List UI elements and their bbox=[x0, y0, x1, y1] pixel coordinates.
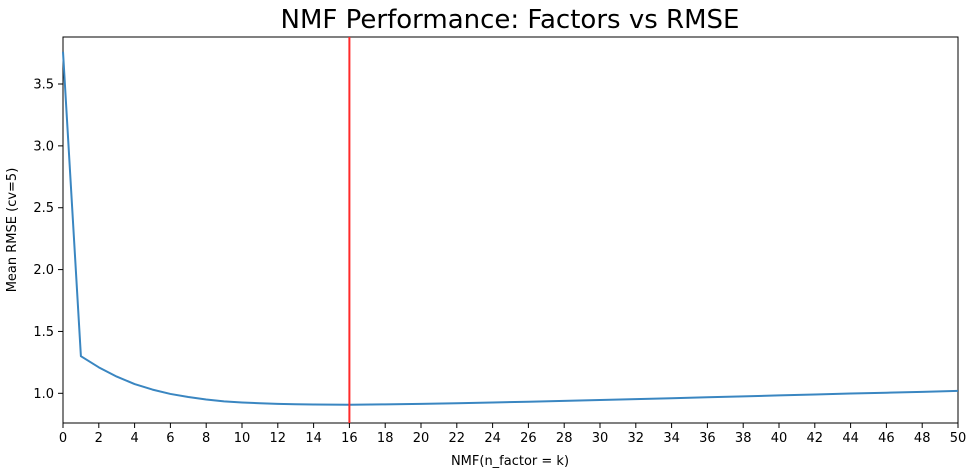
x-tick-label: 6 bbox=[166, 431, 174, 446]
x-tick-label: 28 bbox=[556, 431, 573, 446]
y-tick-label: 3.5 bbox=[33, 78, 54, 93]
y-tick-label: 1.0 bbox=[33, 387, 54, 402]
x-tick-label: 44 bbox=[842, 431, 859, 446]
y-tick-label: 1.5 bbox=[33, 325, 54, 340]
chart-title: NMF Performance: Factors vs RMSE bbox=[281, 5, 740, 35]
plot-area bbox=[62, 36, 959, 424]
y-axis: 1.0 1.5 2.0 2.5 3.0 3.5 bbox=[33, 78, 63, 402]
x-tick-label: 18 bbox=[377, 431, 394, 446]
series-line-0 bbox=[62, 51, 959, 406]
x-tick-label: 22 bbox=[449, 431, 466, 446]
x-tick-label: 30 bbox=[592, 431, 609, 446]
x-tick-label: 16 bbox=[341, 431, 358, 446]
x-tick-label: 14 bbox=[305, 431, 322, 446]
x-tick-label: 48 bbox=[914, 431, 931, 446]
x-tick-label: 34 bbox=[663, 431, 680, 446]
x-axis-label: NMF(n_factor = k) bbox=[451, 454, 569, 469]
x-tick-label: 26 bbox=[520, 431, 537, 446]
x-tick-label: 40 bbox=[771, 431, 788, 446]
x-tick-label: 38 bbox=[735, 431, 752, 446]
x-tick-label: 12 bbox=[270, 431, 287, 446]
x-tick-label: 50 bbox=[950, 431, 967, 446]
y-tick-label: 3.0 bbox=[33, 139, 54, 154]
y-tick-label: 2.0 bbox=[33, 263, 54, 278]
x-tick-label: 20 bbox=[413, 431, 430, 446]
x-axis: 0 2 4 6 8 10 12 14 16 18 20 22 24 26 28 30 32 34 36 38 40 42 4… bbox=[59, 423, 966, 446]
y-axis-label: Mean RMSE (cv=5) bbox=[5, 168, 20, 293]
x-tick-label: 0 bbox=[59, 431, 67, 446]
x-tick-label: 10 bbox=[234, 431, 251, 446]
y-tick-label: 2.5 bbox=[33, 201, 54, 216]
x-tick-label: 8 bbox=[202, 431, 210, 446]
x-tick-label: 36 bbox=[699, 431, 716, 446]
x-tick-label: 46 bbox=[878, 431, 895, 446]
series-layer bbox=[62, 37, 959, 423]
x-tick-label: 4 bbox=[130, 431, 138, 446]
x-tick-label: 32 bbox=[628, 431, 645, 446]
x-tick-label: 24 bbox=[484, 431, 501, 446]
x-tick-label: 2 bbox=[95, 431, 103, 446]
plot-frame bbox=[62, 36, 959, 424]
x-tick-label: 42 bbox=[807, 431, 824, 446]
